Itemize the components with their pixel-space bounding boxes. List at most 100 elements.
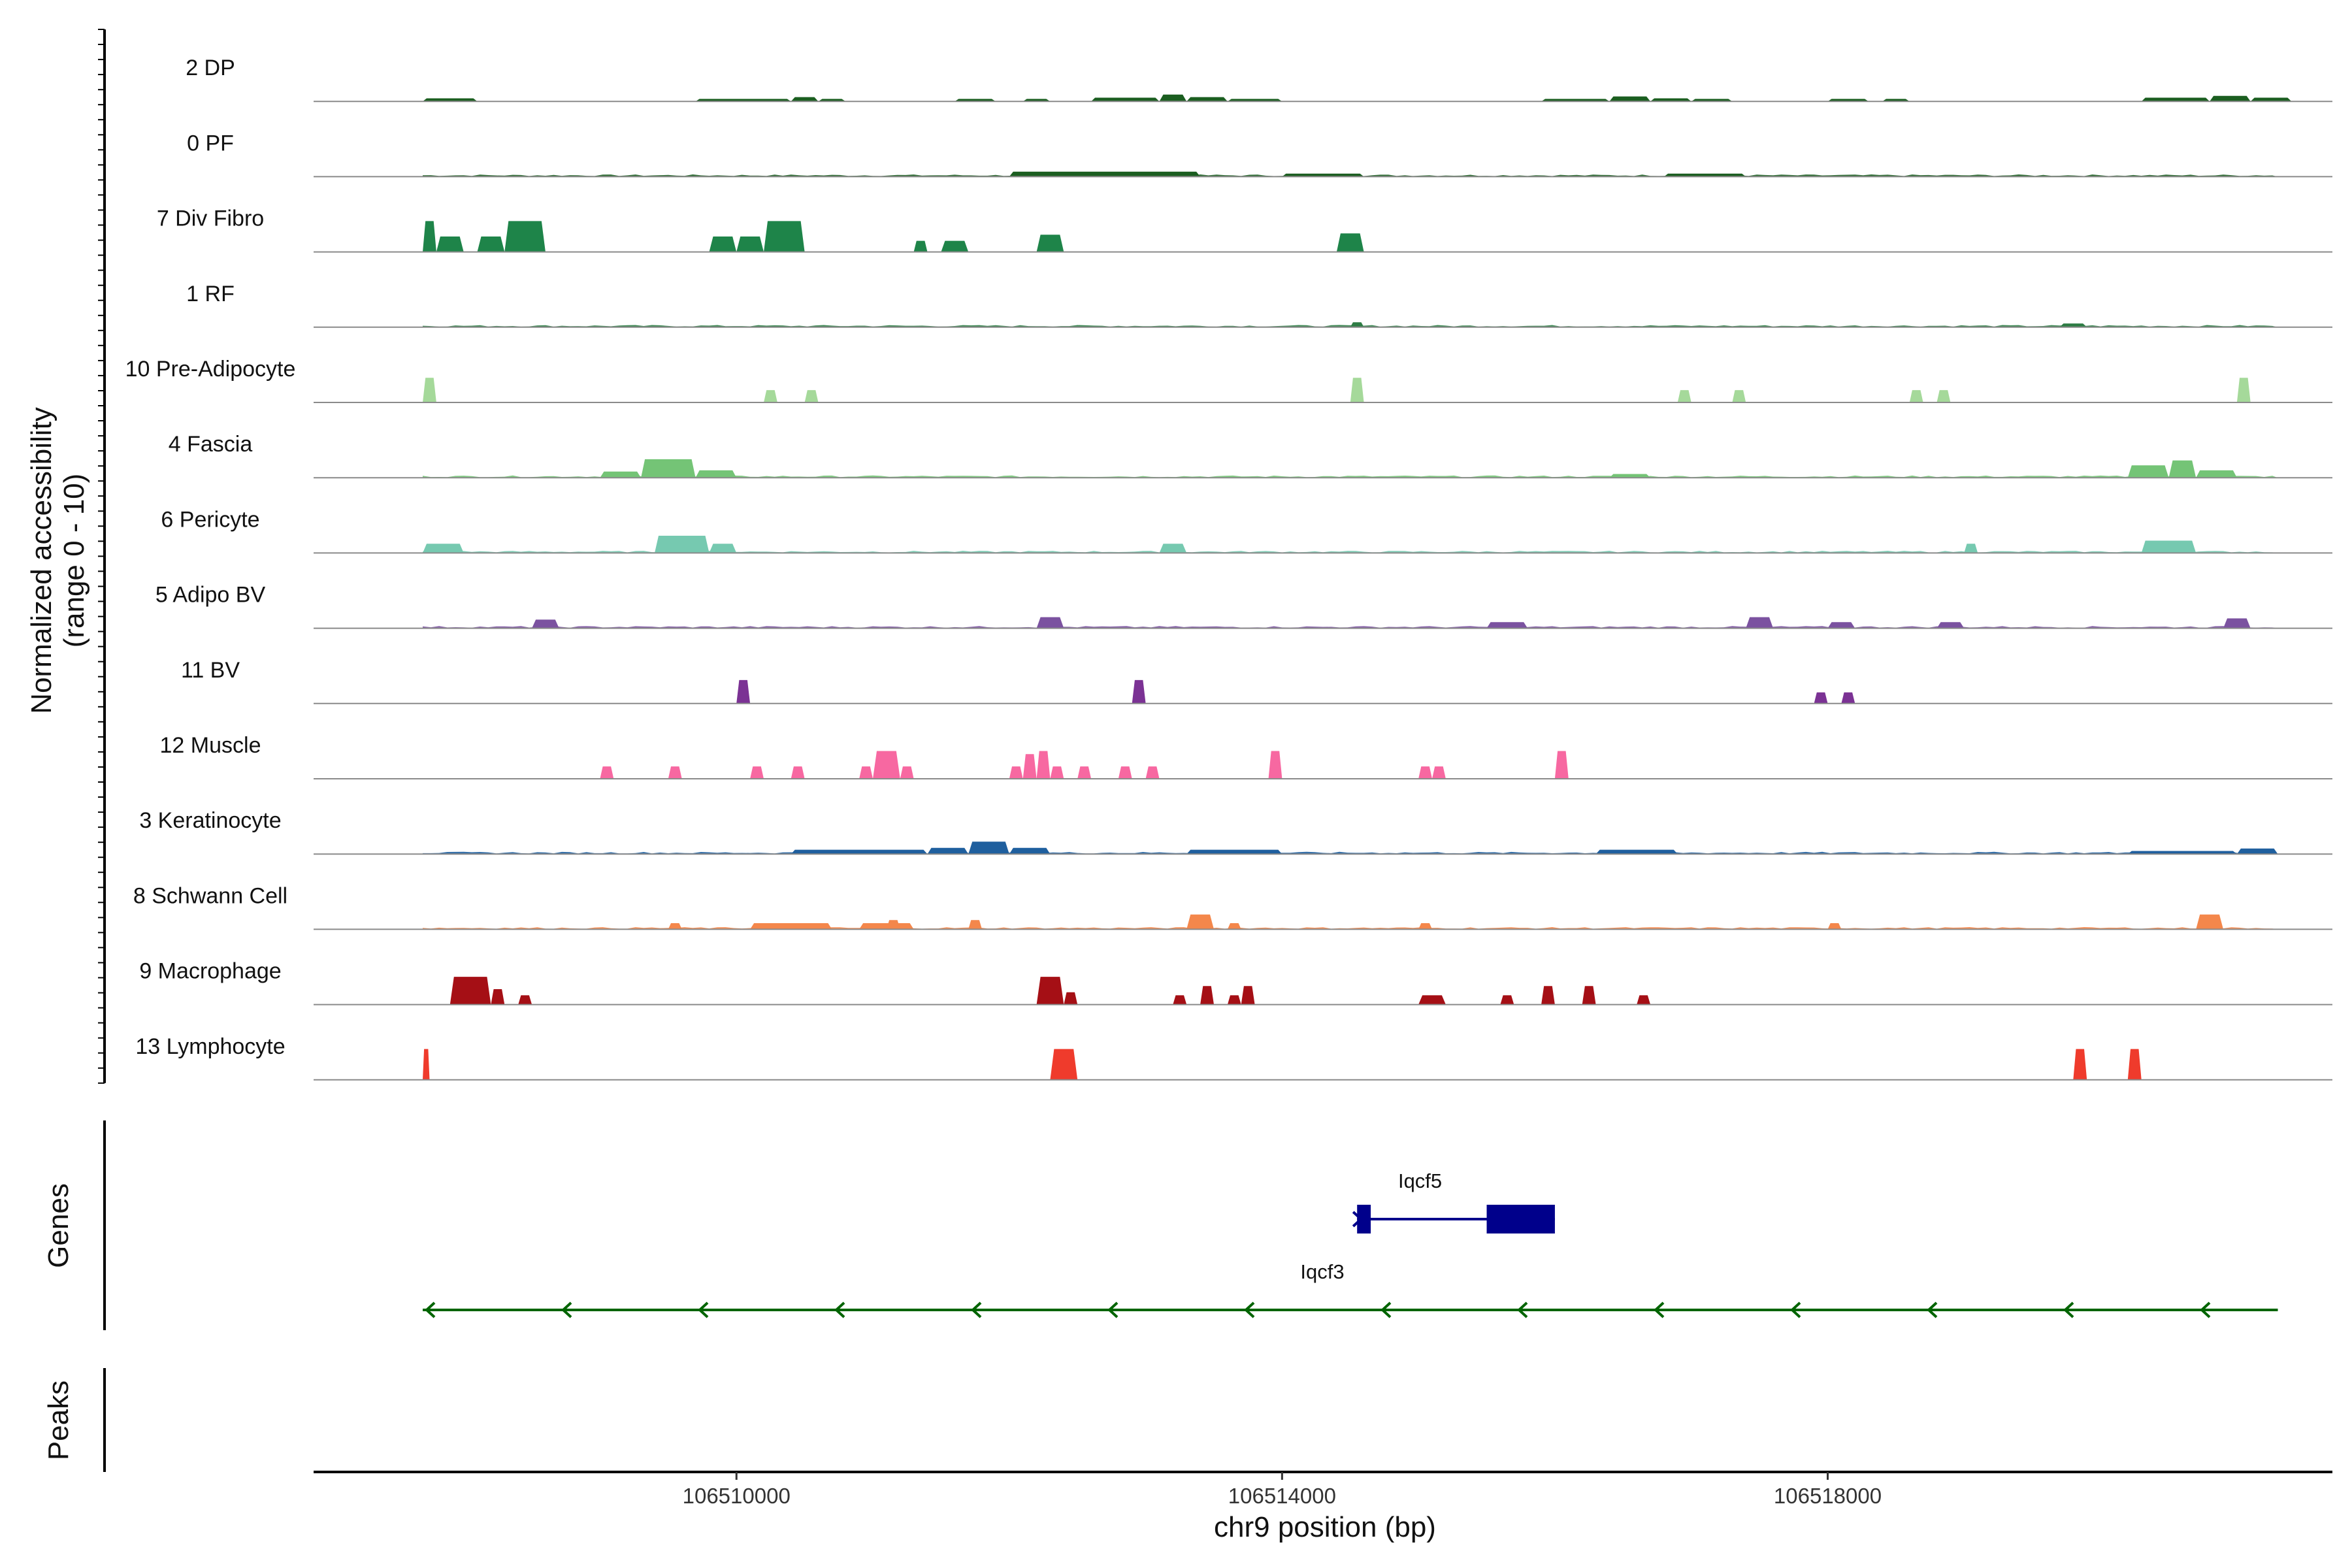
coverage-peak	[1282, 173, 1364, 177]
coverage-peak	[1173, 995, 1187, 1005]
coverage-peak	[1227, 923, 1241, 930]
strand-chevron	[1244, 1301, 1255, 1318]
coverage-peak	[791, 97, 819, 102]
strand-chevron	[561, 1301, 572, 1318]
coverage-peak	[2059, 323, 2087, 327]
coverage-peak	[1964, 544, 1978, 553]
strand-chevron	[2063, 1301, 2074, 1318]
coverage-peak	[2141, 97, 2210, 102]
coverage-peak	[1814, 692, 1828, 704]
track-12-muscle: 12 Muscle	[160, 733, 2332, 779]
coverage-peak	[1091, 97, 1160, 102]
coverage-peak	[1732, 390, 1746, 402]
track-label: 0 PF	[187, 131, 234, 155]
coverage-peak	[1418, 995, 1446, 1005]
coverage-peak	[900, 766, 914, 779]
coverage-peak	[2127, 465, 2169, 478]
coverage-peak	[913, 240, 928, 252]
track-label: 7 Div Fibro	[157, 206, 264, 231]
coverage-peak	[709, 544, 737, 553]
coverage-peak	[1159, 544, 1187, 553]
coverage-peak	[1418, 923, 1432, 930]
coverage-peak	[2073, 1049, 2087, 1080]
coverage-peak	[1036, 617, 1064, 629]
strand-chevron	[1107, 1301, 1119, 1318]
coverage-peak	[750, 923, 832, 930]
track-label: 9 Macrophage	[139, 959, 281, 984]
coverage-peak	[791, 766, 805, 779]
coverage-peak	[927, 847, 969, 855]
coverage-peak	[1664, 173, 1746, 177]
coverage-peak	[791, 849, 928, 855]
coverage-peak	[1677, 390, 1691, 402]
coverage-peak	[600, 766, 614, 779]
coverage-peak	[941, 240, 969, 252]
track-2-dp: 2 DP	[186, 56, 2332, 103]
coverage-peak	[423, 544, 464, 553]
coverage-peak	[1186, 849, 1282, 855]
coverage-peak	[1050, 766, 1064, 779]
coverage-peak	[2250, 97, 2292, 102]
coverage-peak	[668, 923, 682, 930]
track-11-bv: 11 BV	[181, 658, 2332, 704]
track-label: 4 Fascia	[169, 432, 253, 457]
coverage-peak	[859, 766, 873, 779]
coverage-peak	[750, 766, 764, 779]
coverage-peak	[1009, 847, 1051, 855]
x-tick-label: 106518000	[1774, 1484, 1882, 1508]
track-10-pre-adipocyte: 10 Pre-Adipocyte	[125, 357, 2332, 403]
track-4-fascia: 4 Fascia	[169, 432, 2332, 479]
coverage-peak	[2196, 470, 2237, 478]
coverage-peak	[477, 237, 505, 252]
coverage-peak	[2236, 848, 2278, 855]
strand-chevron	[2200, 1301, 2211, 1318]
coverage-peak	[695, 470, 737, 478]
coverage-peak	[655, 536, 710, 553]
coverage-peak	[1186, 97, 1228, 102]
track-13-lymphocyte: 13 Lymphocyte	[135, 1034, 2332, 1081]
track-label: 1 RF	[186, 282, 235, 306]
y-axis-title-line1: Normalized accessibility	[25, 407, 57, 713]
strand-chevron	[1380, 1301, 1392, 1318]
coverage-peak	[1186, 914, 1214, 930]
y-axis-title-line2: (range 0 - 10)	[58, 474, 90, 648]
coverage-peak	[449, 977, 491, 1005]
coverage-peak	[1841, 692, 1855, 704]
coverage-peak	[2196, 914, 2223, 930]
gene-exon	[1357, 1205, 1371, 1233]
coverage-peak	[1268, 751, 1282, 779]
coverage-peak	[1132, 679, 1146, 704]
strand-chevron	[971, 1301, 982, 1318]
coverage-peak	[1200, 986, 1214, 1005]
coverage-peak	[600, 471, 642, 478]
coverage-peak	[1541, 986, 1555, 1005]
track-label: 10 Pre-Adipocyte	[125, 357, 296, 382]
coverage-peak	[668, 766, 682, 779]
coverage-peak	[1432, 766, 1446, 779]
coverage-peak	[1050, 1049, 1078, 1080]
coverage-peak	[764, 390, 777, 402]
coverage-peak	[1637, 995, 1651, 1005]
track-label: 2 DP	[186, 56, 235, 80]
coverage-peak	[1909, 390, 1923, 402]
coverage-peak	[2210, 95, 2251, 102]
x-axis-title: chr9 position (bp)	[1214, 1511, 1436, 1543]
coverage-peak	[1159, 94, 1187, 102]
coverage-peak	[2223, 618, 2251, 629]
strand-chevron	[1790, 1301, 1801, 1318]
coverage-peak	[423, 1049, 430, 1080]
gene-exon	[1486, 1205, 1555, 1233]
coverage-peak	[873, 751, 900, 779]
coverage-peak	[804, 390, 819, 402]
coverage-peak	[1418, 766, 1432, 779]
coverage-peak	[423, 98, 478, 102]
track-label: 13 Lymphocyte	[135, 1034, 285, 1059]
peaks-track-label: Peaks	[42, 1380, 74, 1460]
coverage-peak	[1746, 617, 1773, 629]
strand-chevron	[425, 1301, 436, 1318]
coverage-peak	[518, 995, 532, 1005]
coverage-peak	[968, 841, 1009, 855]
coverage-peak	[2127, 851, 2237, 855]
coverage-y-axis	[98, 29, 106, 1084]
coverage-peak	[886, 920, 900, 930]
